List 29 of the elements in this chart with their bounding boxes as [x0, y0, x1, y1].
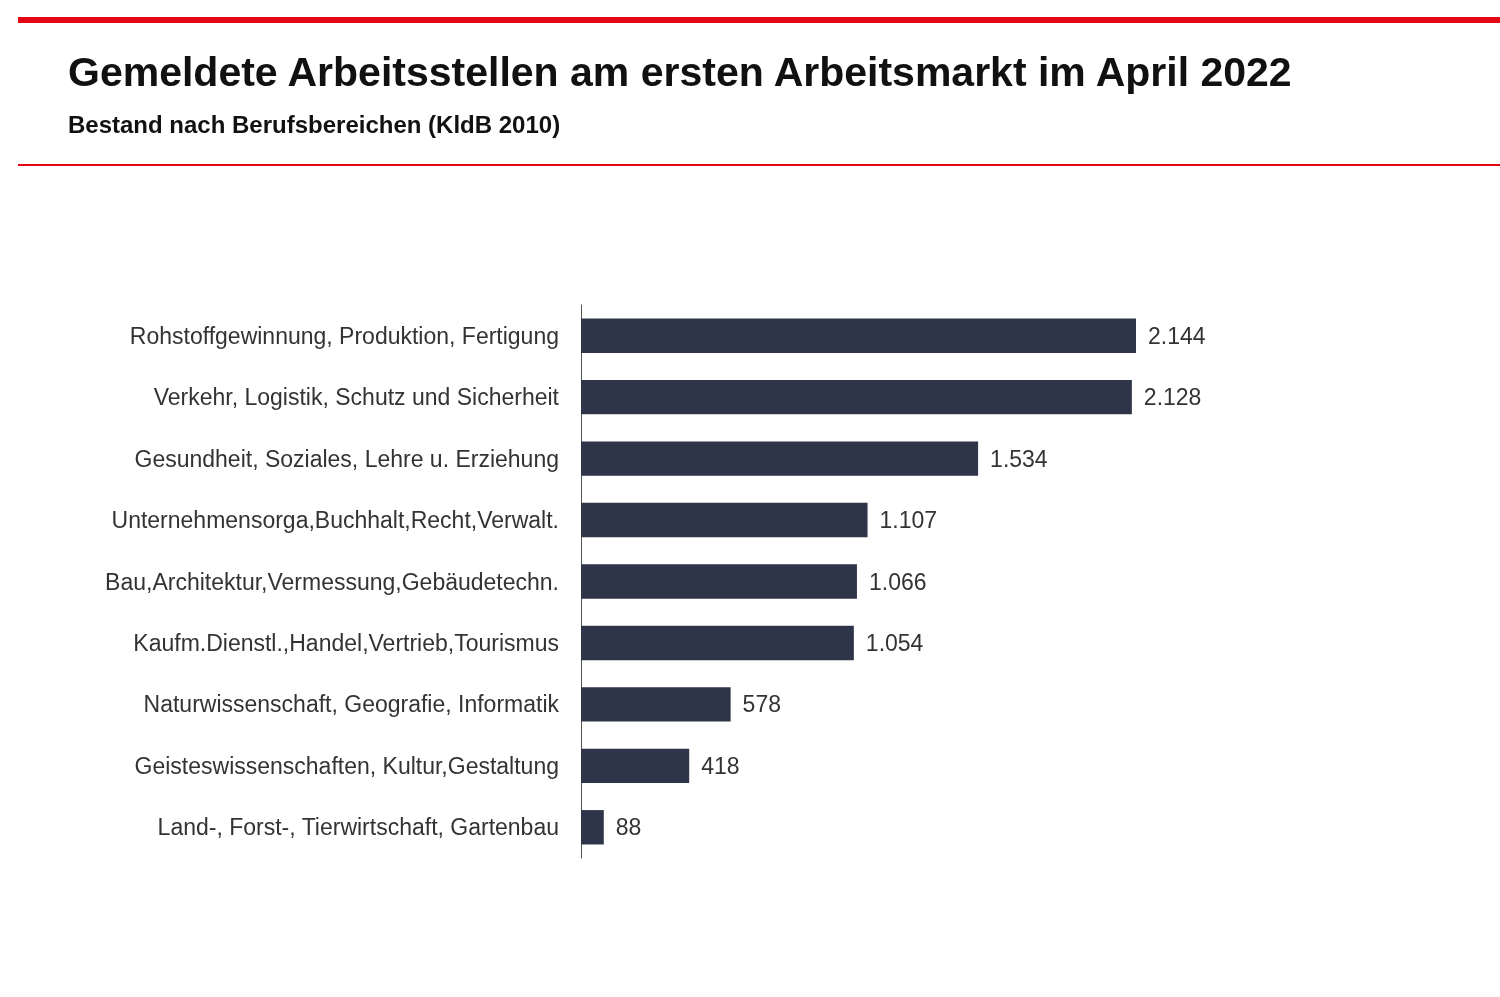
bar — [581, 687, 731, 722]
data-label: 578 — [742, 691, 781, 718]
y-tick-label: Kaufm.Dienstl.,Handel,Vertrieb,Tourismus — [133, 629, 559, 656]
data-label: 2.144 — [1148, 322, 1206, 349]
data-label: 2.128 — [1143, 384, 1202, 411]
chart-title: Gemeldete Arbeitsstellen am ersten Arbeitsmarkt im April 2022 — [68, 48, 1292, 95]
bar — [581, 318, 1136, 353]
y-tick-label: Geisteswissenschaften, Kultur,Gestaltung — [134, 752, 559, 779]
bar — [581, 502, 868, 538]
bar — [581, 379, 1132, 415]
y-tick-label: Bau,Architektur,Vermessung,Gebäudetechn. — [105, 568, 559, 595]
bar — [581, 441, 979, 476]
bar — [581, 810, 604, 845]
y-tick-label: Land-, Forst-, Tierwirtschaft, Gartenbau — [157, 814, 559, 841]
y-tick-label: Unternehmensorga,Buchhalt,Recht,Verwalt. — [111, 507, 559, 534]
data-label: 1.054 — [865, 629, 924, 656]
y-tick-label: Gesundheit, Soziales, Lehre u. Erziehung — [134, 445, 559, 472]
data-label: 88 — [615, 814, 642, 841]
data-label: 1.534 — [990, 445, 1048, 472]
bar — [581, 748, 690, 784]
text: Bestand nach Berufsbereichen (KldB 2010) — [68, 110, 561, 138]
y-tick-label: Rohstoffgewinnung, Produktion, Fertigung — [129, 322, 559, 349]
bar — [581, 625, 854, 661]
y-tick-label: Naturwissenschaft, Geografie, Informatik — [143, 691, 560, 718]
bar — [581, 564, 857, 599]
y-tick-label: Verkehr, Logistik, Schutz und Sicherheit — [153, 384, 560, 411]
data-label: 1.066 — [868, 568, 927, 595]
data-label: 1.107 — [879, 507, 938, 534]
data-label: 418 — [701, 752, 740, 779]
